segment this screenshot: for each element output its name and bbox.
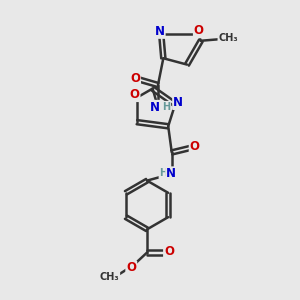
- Text: N: N: [166, 167, 176, 180]
- Text: N: N: [149, 101, 159, 114]
- Text: O: O: [194, 24, 204, 37]
- Text: CH₃: CH₃: [218, 33, 238, 43]
- Text: O: O: [164, 245, 174, 258]
- Text: N: N: [173, 96, 183, 109]
- Text: H: H: [159, 168, 167, 178]
- Text: O: O: [126, 262, 136, 275]
- Text: O: O: [130, 72, 140, 85]
- Text: O: O: [190, 140, 200, 153]
- Text: N: N: [155, 25, 165, 38]
- Text: O: O: [130, 88, 140, 101]
- Text: CH₃: CH₃: [100, 272, 119, 282]
- Text: H: H: [162, 102, 170, 112]
